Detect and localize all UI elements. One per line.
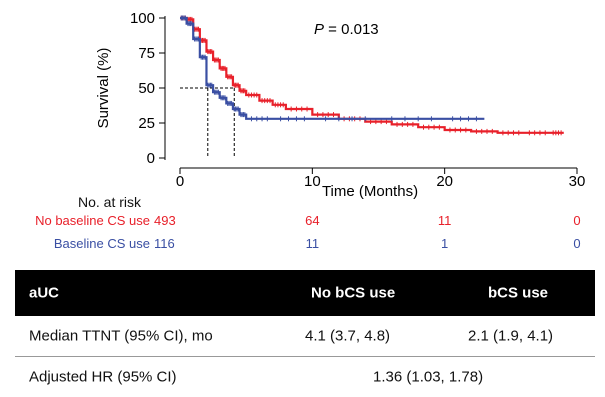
risk-count: 0 [573, 236, 581, 251]
adjusted-hr-label: Adjusted HR (95% CI) [29, 368, 177, 386]
summary-table-header: aUC No bCS use bCS use [15, 270, 595, 316]
y-tick-label: 50 [138, 80, 155, 97]
y-tick-label: 0 [147, 150, 155, 167]
risk-count: 64 [305, 213, 320, 228]
km-survival-chart: 0 25 50 75 100 0 10 20 30 Survival (%) Time (Mon… [95, 10, 585, 200]
median-ttnt-bcs: 2.1 (1.9, 4.1) [468, 327, 554, 345]
header-auc: aUC [29, 284, 60, 302]
median-guide-lines [180, 87, 235, 158]
survival-curve-no-baseline-cs [180, 16, 564, 134]
risk-count: 493 [154, 213, 176, 228]
x-tick-label: 10 [304, 173, 321, 190]
chart-axes: 0 25 50 75 100 0 10 20 30 [130, 10, 585, 190]
y-tick-label: 75 [138, 45, 155, 62]
risk-count: 0 [573, 213, 581, 228]
x-tick-label: 0 [176, 173, 184, 190]
header-bcs: bCS use [488, 284, 549, 302]
median-ttnt-label: Median TTNT (95% CI), mo [29, 327, 213, 345]
y-tick-label: 25 [138, 115, 155, 132]
x-tick-label: 30 [569, 173, 586, 190]
median-ttnt-row: Median TTNT (95% CI), mo 4.1 (3.7, 4.8) … [15, 316, 595, 357]
survival-curves [180, 15, 564, 136]
y-tick-label: 100 [130, 10, 155, 27]
risk-count: 11 [437, 213, 452, 228]
x-axis-label: Time (Months) [322, 183, 418, 200]
adjusted-hr-value: 1.36 (1.03, 1.78) [373, 368, 484, 386]
risk-row: No baseline CS use 493 64 11 0 [0, 213, 605, 231]
x-tick-label: 20 [436, 173, 453, 190]
risk-row-label: Baseline CS use [53, 236, 150, 251]
y-axis-label: Survival (%) [95, 48, 112, 129]
header-no-bcs: No bCS use [311, 284, 396, 302]
adjusted-hr-row: Adjusted HR (95% CI) 1.36 (1.03, 1.78) [15, 357, 595, 397]
p-value-annotation: P = 0.013 [314, 21, 379, 38]
risk-count: 11 [305, 236, 320, 251]
risk-row-label: No baseline CS use [35, 213, 150, 228]
risk-count: 1 [441, 236, 449, 251]
summary-table: aUC No bCS use bCS use Median TTNT (95% … [15, 270, 595, 397]
median-ttnt-no-bcs: 4.1 (3.7, 4.8) [305, 327, 391, 345]
risk-row: Baseline CS use 116 11 1 0 [0, 236, 605, 254]
risk-count: 116 [154, 236, 175, 251]
risk-table-header: No. at risk [78, 194, 142, 210]
